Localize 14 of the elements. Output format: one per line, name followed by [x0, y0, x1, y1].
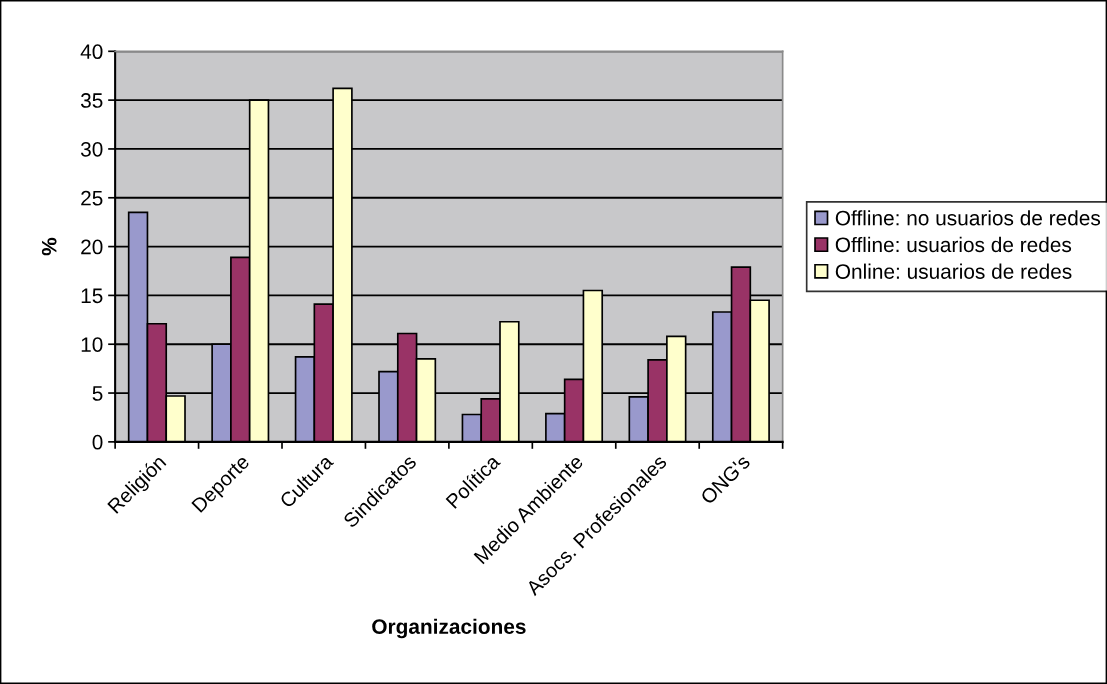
y-tick-label: 10 — [81, 337, 103, 352]
y-tick-label: 20 — [81, 239, 103, 255]
legend-label: Online: usuarios de redes — [835, 263, 1072, 279]
y-tick-label: 15 — [81, 288, 103, 304]
legend-label: Offline: no usuarios de redes — [835, 210, 1101, 226]
y-axis-title: % — [41, 237, 57, 256]
y-tick-label: 5 — [92, 386, 103, 401]
y-tick-label: 30 — [80, 141, 103, 157]
y-tick-label: 40 — [80, 44, 103, 60]
legend-label: Offline: usuarios de redes — [835, 236, 1072, 253]
y-tick-label: 0 — [92, 434, 103, 450]
y-tick-label: 25 — [81, 190, 103, 206]
x-axis-title: Organizaciones — [372, 618, 526, 639]
y-tick-label: 35 — [80, 93, 103, 108]
